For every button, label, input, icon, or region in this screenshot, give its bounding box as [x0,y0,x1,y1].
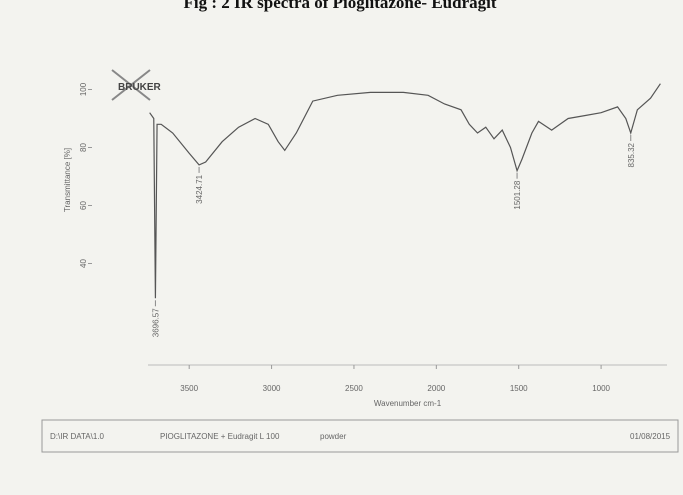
x-tick-label: 2500 [345,384,363,393]
y-tick-label: 60 [79,201,88,210]
footer-box [41,419,679,453]
x-axis-label: Wavenumber cm-1 [374,399,442,408]
x-tick-label: 1000 [592,384,610,393]
x-tick-label: 1500 [510,384,528,393]
y-tick-label: 100 [79,82,88,96]
peak-label: 3424.71 [195,174,204,203]
peak-label: 835.32 [627,142,636,167]
footer-cell: powder [320,432,347,441]
x-tick-label: 3500 [180,384,198,393]
x-tick-label: 2000 [427,384,445,393]
peak-label: 3696.57 [151,308,160,337]
spectrum-line [149,83,661,299]
y-tick-label: 80 [79,143,88,152]
x-tick-label: 3000 [263,384,281,393]
y-tick-label: 40 [79,259,88,268]
peak-label: 1501.28 [513,180,522,209]
footer-cell: PIOGLITAZONE + Eudragit L 100 [160,432,280,441]
y-axis-label: Transmittance [%] [63,148,72,212]
footer-cell: D:\IR DATA\1.0 [50,432,104,441]
logo: BRUKER [111,69,162,101]
logo-text: BRUKER [118,82,162,93]
chart-title: Fig : 2 IR spectra of Pioglitazone- Eudr… [183,0,496,12]
footer-cell: 01/08/2015 [630,432,671,441]
